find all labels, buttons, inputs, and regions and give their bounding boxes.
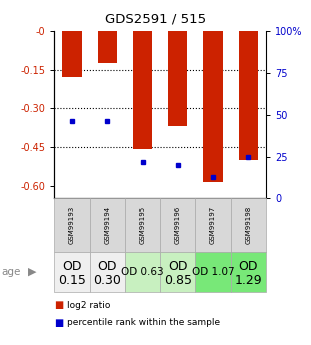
Text: OD: OD	[239, 260, 258, 274]
Text: GSM99193: GSM99193	[69, 206, 75, 244]
Text: 0.15: 0.15	[58, 274, 86, 287]
Text: percentile rank within the sample: percentile rank within the sample	[67, 318, 220, 327]
Text: OD 0.63: OD 0.63	[121, 267, 164, 277]
Text: GSM99195: GSM99195	[140, 206, 146, 244]
Text: ▶: ▶	[28, 267, 37, 277]
Text: GDS2591 / 515: GDS2591 / 515	[105, 12, 206, 25]
Text: 0.85: 0.85	[164, 274, 192, 287]
Text: OD 1.07: OD 1.07	[192, 267, 234, 277]
Text: log2 ratio: log2 ratio	[67, 301, 110, 310]
Text: 0.30: 0.30	[93, 274, 121, 287]
Bar	[168, 31, 188, 126]
Bar	[98, 31, 117, 63]
Bar	[203, 31, 223, 181]
Text: OD: OD	[98, 260, 117, 274]
Bar	[239, 31, 258, 160]
Text: age: age	[2, 267, 21, 277]
Text: GSM99196: GSM99196	[175, 206, 181, 244]
Text: OD: OD	[168, 260, 188, 274]
Text: GSM99194: GSM99194	[104, 206, 110, 244]
Text: ■: ■	[54, 318, 64, 327]
Bar	[62, 31, 82, 77]
Text: 1.29: 1.29	[234, 274, 262, 287]
Text: GSM99197: GSM99197	[210, 206, 216, 244]
Text: ■: ■	[54, 300, 64, 310]
Text: OD: OD	[62, 260, 82, 274]
Text: GSM99198: GSM99198	[245, 206, 251, 244]
Bar	[133, 31, 152, 149]
